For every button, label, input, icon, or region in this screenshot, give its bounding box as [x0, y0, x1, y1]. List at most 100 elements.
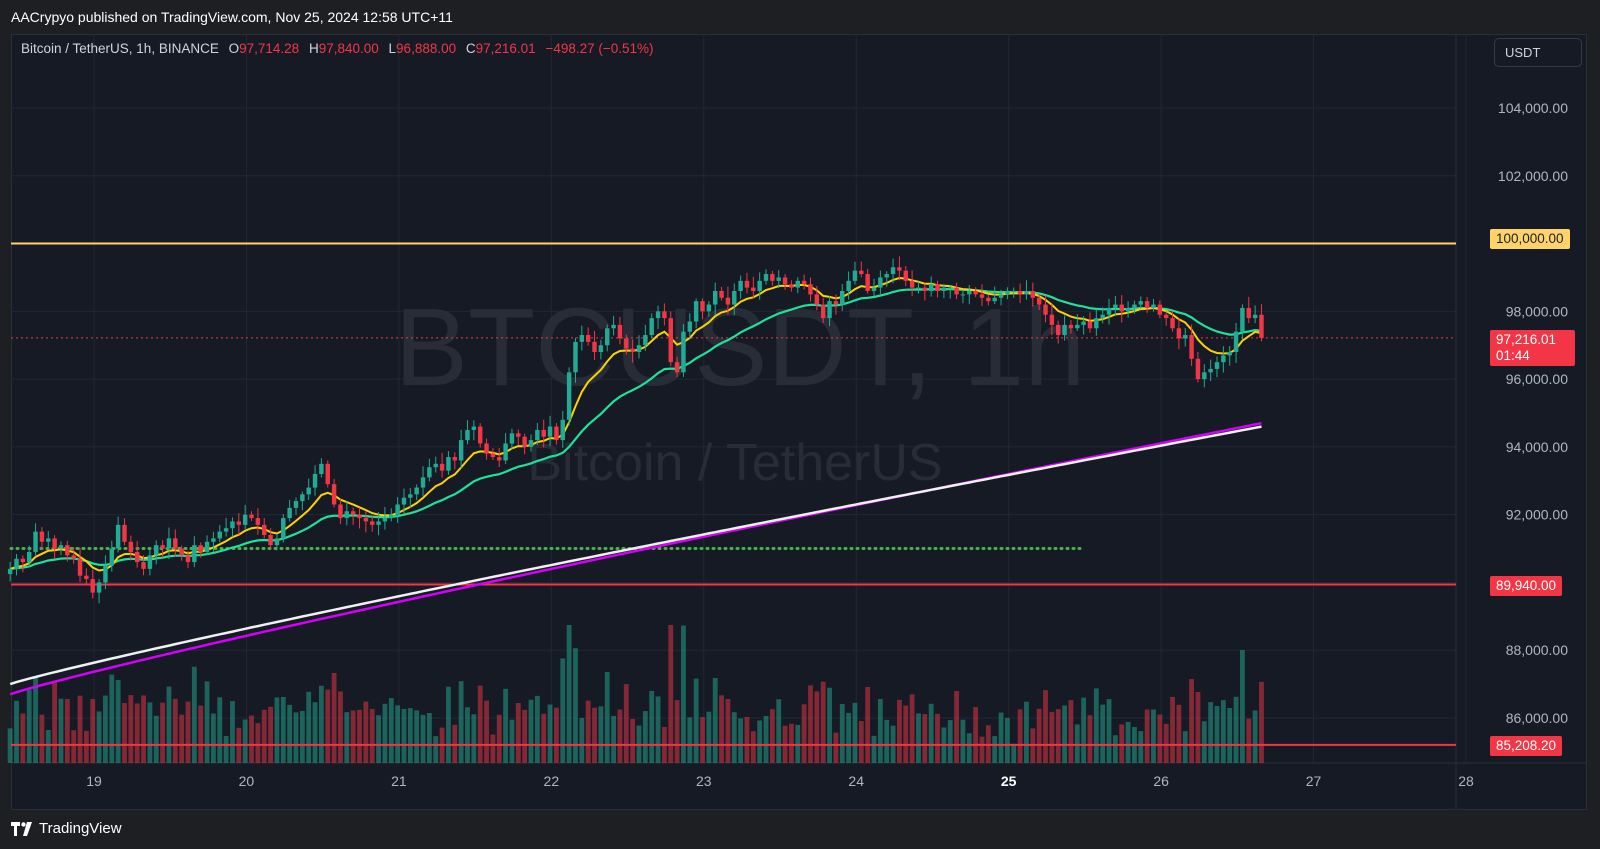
volume-bar — [122, 703, 127, 763]
candle-body — [1094, 318, 1099, 329]
volume-bar — [344, 712, 350, 763]
open-value: 97,714.28 — [239, 41, 300, 56]
high-label: H — [308, 41, 319, 56]
volume-bar — [522, 709, 528, 763]
candle-body — [909, 280, 915, 288]
candle-body — [1189, 335, 1194, 359]
publisher-line: AACrypyo published on TradingView.com, N… — [11, 9, 453, 25]
price-tick-label: 94,000.00 — [1506, 439, 1568, 455]
candle-body — [134, 551, 140, 563]
time-tick-label: 26 — [1153, 773, 1169, 789]
volume-bar — [897, 699, 902, 763]
symbol-watermark: BTCUSDT, 1h Bitcoin / TetherUS — [395, 286, 1086, 492]
candle-body — [255, 518, 261, 525]
candle-body — [166, 538, 172, 549]
volume-bar — [1062, 705, 1067, 763]
volume-bar — [547, 704, 553, 763]
volume-bar — [1227, 707, 1233, 763]
volume-bar — [998, 712, 1004, 763]
brand-footer[interactable]: TradingView — [11, 820, 122, 837]
candle-body — [389, 514, 394, 519]
volume-bar — [1106, 699, 1112, 763]
candle-body — [706, 304, 712, 312]
volume-bar — [642, 711, 648, 763]
candle-body — [1075, 324, 1080, 329]
volume-bar — [109, 674, 115, 763]
candle-body — [884, 274, 889, 278]
last-price-tag: 97,216.01 01:44 — [1490, 330, 1575, 366]
candle-body — [300, 494, 305, 502]
volume-bar — [973, 707, 979, 763]
price-tick-label: 96,000.00 — [1506, 371, 1568, 387]
candle-body — [592, 341, 597, 352]
candle-body — [1030, 291, 1036, 298]
candle-body — [236, 521, 242, 525]
candle-body — [820, 304, 826, 319]
candle-body — [1138, 301, 1144, 305]
candle-body — [890, 267, 896, 275]
currency-button[interactable]: USDT — [1494, 38, 1582, 67]
volume-bar — [789, 723, 794, 763]
volume-bar — [401, 708, 407, 763]
volume-bar — [935, 713, 940, 763]
support-2-price-tag: 85,208.20 — [1490, 736, 1563, 756]
volume-bar — [992, 736, 998, 763]
candle-body — [954, 287, 959, 295]
candle-body — [1024, 291, 1029, 295]
volume-bar — [865, 686, 871, 763]
candle-body — [1195, 358, 1201, 380]
candle-body — [1202, 372, 1207, 380]
volume-bar — [687, 717, 693, 763]
candle-body — [674, 362, 680, 373]
time-tick-label: 24 — [848, 773, 864, 789]
volume-bar — [541, 713, 547, 763]
candle-body — [846, 280, 851, 291]
volume-bar — [1138, 731, 1144, 763]
volume-bar — [58, 698, 64, 763]
chart-pane[interactable] — [11, 34, 1587, 810]
candle-body — [655, 311, 661, 319]
volume-bar — [179, 714, 185, 763]
candle-body — [1252, 314, 1258, 319]
time-tick-label: 25 — [1001, 773, 1017, 789]
candle-body — [528, 440, 534, 447]
candle-body — [382, 518, 388, 522]
brand-name: TradingView — [39, 820, 122, 837]
candle-body — [808, 284, 813, 295]
volume-bar — [217, 697, 223, 763]
candle-body — [1087, 321, 1093, 329]
volume-bar — [20, 713, 26, 763]
volume-bar — [1087, 715, 1093, 763]
symbol-label[interactable]: Bitcoin / TetherUS, 1h, BINANCE — [21, 41, 219, 56]
candle-body — [84, 575, 89, 580]
volume-bar — [808, 685, 813, 763]
volume-bar — [83, 730, 89, 763]
volume-bar — [1214, 705, 1220, 763]
candle-body — [446, 457, 451, 471]
volume-bar — [706, 711, 712, 763]
volume-bar — [903, 705, 909, 763]
volume-bar — [376, 715, 381, 763]
volume-bar — [611, 715, 616, 763]
candle-body — [471, 426, 477, 430]
candle-body — [1055, 324, 1061, 336]
moving-averages — [9, 276, 1262, 696]
candle-body — [325, 463, 330, 485]
candle-body — [903, 270, 908, 281]
candle-body — [1036, 297, 1042, 305]
volume-bar — [509, 719, 515, 763]
candle-body — [763, 274, 769, 281]
volume-bar — [630, 719, 636, 763]
candle-body — [1214, 362, 1220, 369]
volume-bar — [528, 699, 534, 763]
candle-body — [185, 555, 191, 563]
candle-body — [1163, 314, 1169, 319]
volume-bar — [350, 710, 356, 763]
candle-body — [242, 514, 248, 525]
volume-bar — [1100, 704, 1106, 763]
resistance-price-tag: 100,000.00 — [1490, 229, 1570, 249]
time-tick-label: 22 — [544, 773, 560, 789]
candle-body — [840, 291, 845, 305]
volume-bar — [1182, 731, 1188, 763]
